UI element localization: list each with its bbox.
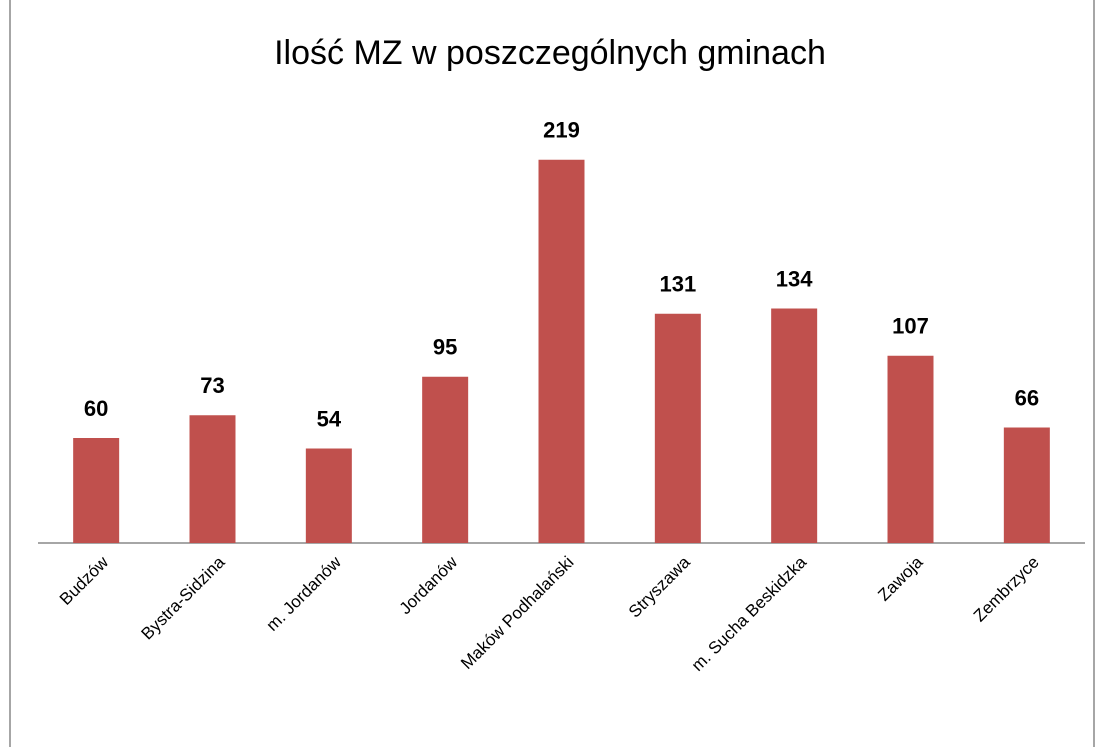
data-label: 219 — [543, 118, 580, 143]
data-label: 131 — [659, 272, 696, 297]
bar — [1003, 427, 1050, 543]
bar — [73, 438, 120, 543]
data-label: 73 — [200, 373, 224, 398]
data-label: 95 — [433, 335, 457, 360]
bar — [305, 448, 352, 543]
bar — [189, 415, 236, 543]
data-label: 107 — [892, 314, 929, 339]
bar — [771, 308, 818, 543]
data-label: 134 — [776, 266, 813, 291]
data-label: 54 — [317, 406, 342, 431]
data-label: 60 — [84, 396, 108, 421]
data-label: 66 — [1015, 385, 1039, 410]
chart-title: Ilość MZ w poszczególnych gminach — [274, 34, 826, 72]
bar — [887, 355, 934, 543]
bar — [654, 313, 701, 543]
bar — [422, 376, 469, 543]
bar — [538, 159, 585, 543]
